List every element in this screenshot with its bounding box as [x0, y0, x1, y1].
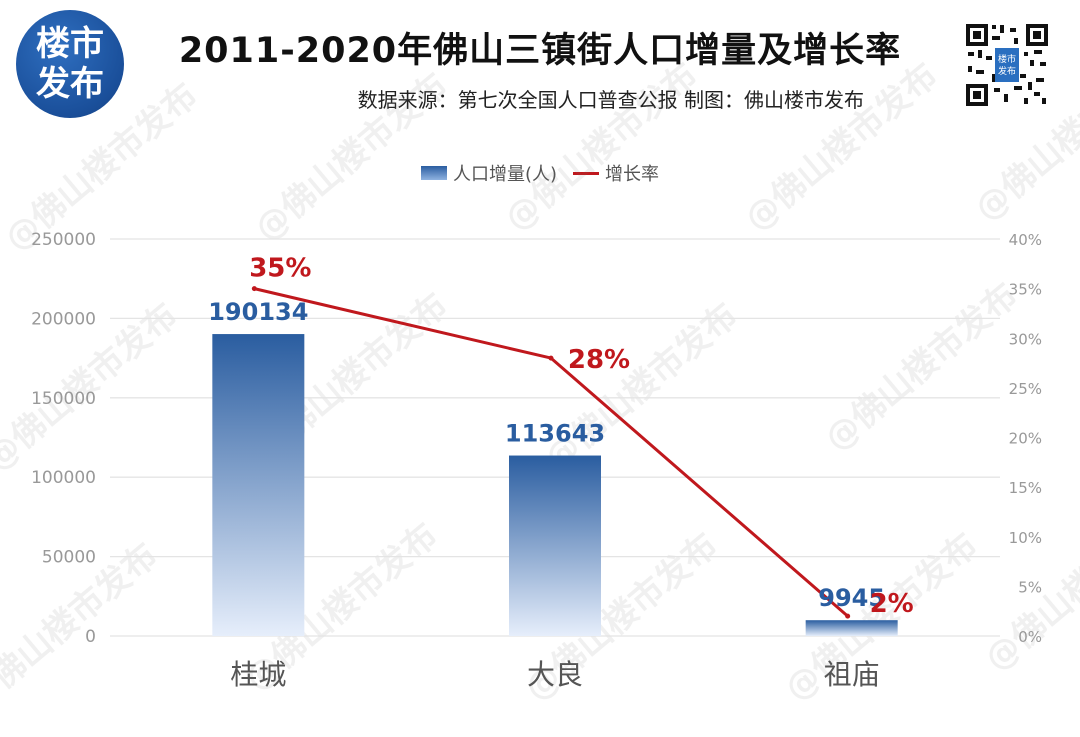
x-category-label: 祖庙	[824, 658, 880, 691]
y-right-tick-label: 15%	[1009, 479, 1042, 497]
legend-line-swatch	[573, 171, 600, 175]
rate-point	[251, 286, 257, 292]
y-left-tick-label: 150000	[31, 389, 96, 409]
rate-value-label: 28%	[568, 345, 630, 375]
y-left-tick-label: 200000	[31, 309, 96, 329]
y-right-tick-label: 40%	[1009, 231, 1042, 249]
brand-logo: 楼市 发布	[16, 10, 124, 118]
logo-line-1: 楼市	[36, 24, 104, 64]
y-right-tick-label: 25%	[1009, 380, 1042, 398]
y-right-tick-label: 10%	[1009, 529, 1042, 547]
bar	[805, 620, 898, 636]
y-left-tick-label: 0	[85, 627, 96, 647]
y-right-tick-label: 35%	[1009, 281, 1042, 299]
y-left-tick-label: 50000	[42, 548, 96, 568]
legend-item-line: 增长率	[573, 160, 659, 186]
chart-legend: 人口增量(人) 增长率	[0, 160, 1080, 186]
y-right-tick-label: 30%	[1009, 330, 1042, 348]
rate-value-label: 35%	[249, 254, 311, 284]
bar-value-label: 9945	[818, 584, 885, 612]
qr-label-2: 发布	[998, 65, 1016, 77]
y-right-tick-label: 5%	[1018, 578, 1042, 596]
legend-bar-label: 人口增量(人)	[452, 164, 558, 185]
logo-line-2: 发布	[36, 64, 104, 104]
chart-subtitle: 数据来源：第七次全国人口普查公报 制图：佛山楼市发布	[357, 88, 864, 112]
bar	[509, 455, 601, 636]
legend-line-label: 增长率	[605, 164, 660, 185]
x-category-label: 桂城	[230, 658, 286, 691]
legend-bar-swatch	[420, 166, 447, 180]
y-right-tick-label: 0%	[1018, 628, 1042, 646]
bar-value-label: 113643	[505, 420, 605, 448]
chart-title: 2011-2020年佛山三镇街人口增量及增长率	[178, 31, 902, 71]
qr-code-icon: 楼市 发布	[964, 22, 1050, 108]
y-right-tick-label: 20%	[1009, 430, 1042, 448]
y-left-tick-label: 250000	[31, 230, 96, 250]
rate-value-label: 2%	[870, 589, 914, 619]
x-category-label: 大良	[527, 658, 583, 691]
qr-label-1: 楼市	[998, 53, 1016, 65]
bar-value-label: 190134	[208, 298, 308, 326]
rate-point	[548, 355, 554, 361]
legend-item-bar: 人口增量(人)	[420, 160, 558, 186]
bar	[212, 334, 305, 636]
rate-point	[845, 613, 851, 619]
y-left-tick-label: 100000	[31, 468, 96, 488]
